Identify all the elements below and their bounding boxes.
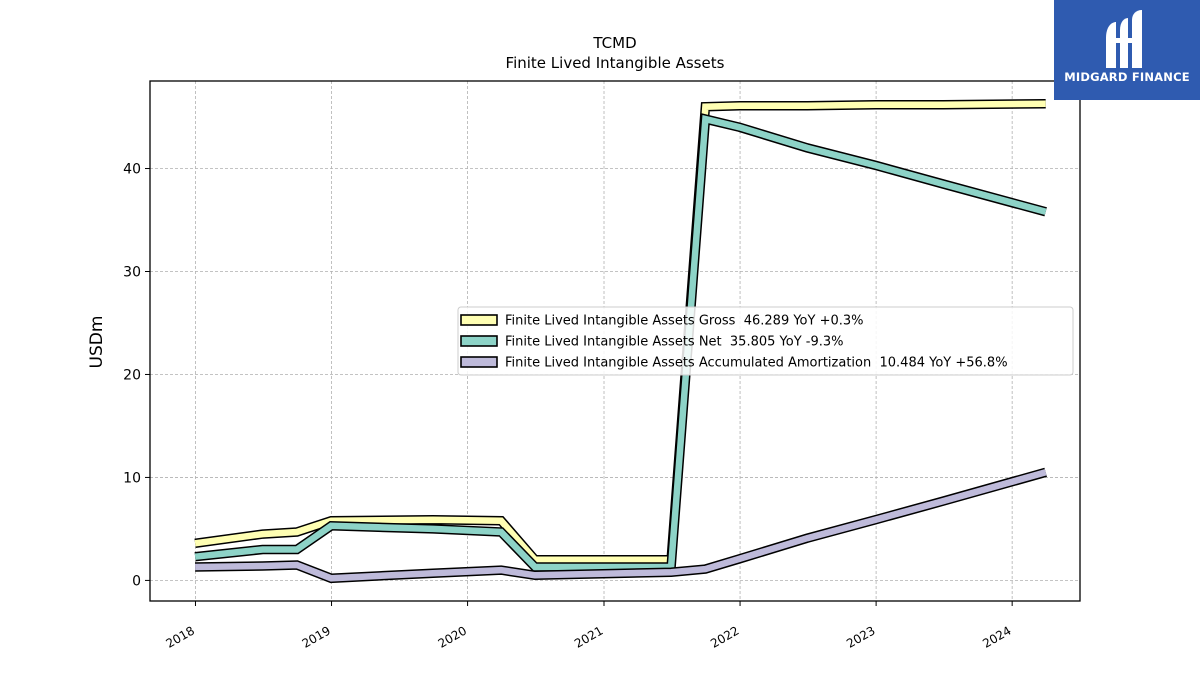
x-tick-label: 2021 <box>572 623 605 650</box>
x-tick-label: 2022 <box>708 623 741 650</box>
y-tick-label: 40 <box>123 162 141 178</box>
x-tick-label: 2020 <box>436 623 469 650</box>
legend-label: Finite Lived Intangible Assets Gross 46.… <box>505 314 864 329</box>
series-stroke <box>194 115 1047 571</box>
x-tick-label: 2019 <box>300 623 333 650</box>
y-tick-label: 30 <box>123 264 141 280</box>
legend-label: Finite Lived Intangible Assets Net 35.80… <box>505 335 844 350</box>
x-tick-label: 2023 <box>844 623 877 650</box>
legend-swatch <box>460 314 498 326</box>
series-line-3 <box>195 467 1047 584</box>
legend-swatch <box>460 335 498 347</box>
legend: Finite Lived Intangible Assets Gross 46.… <box>457 306 1074 376</box>
midgard-logo-icon <box>1106 10 1142 68</box>
y-tick-label: 20 <box>123 367 141 383</box>
series-stroke <box>194 100 1046 564</box>
y-tick-label: 10 <box>123 470 141 486</box>
legend-box <box>457 306 1074 376</box>
logo-text: MIDGARD FINANCE <box>1064 70 1190 84</box>
midgard-finance-logo: MIDGARD FINANCE <box>1054 0 1200 100</box>
chart-title: TCMD <box>592 34 636 52</box>
chart-subtitle: Finite Lived Intangible Assets <box>506 54 725 72</box>
series-line-1 <box>194 98 1046 565</box>
y-axis-label: USDm <box>87 316 107 369</box>
legend-swatch <box>460 356 498 368</box>
series-line-2 <box>194 113 1047 572</box>
plot-frame <box>149 80 1081 602</box>
series-stroke <box>195 469 1047 582</box>
series-layer <box>194 98 1047 584</box>
legend-label: Finite Lived Intangible Assets Accumulat… <box>505 356 1008 371</box>
x-tick-label: 2024 <box>980 623 1013 650</box>
y-tick-label: 0 <box>132 573 141 589</box>
x-tick-label: 2018 <box>164 623 197 650</box>
